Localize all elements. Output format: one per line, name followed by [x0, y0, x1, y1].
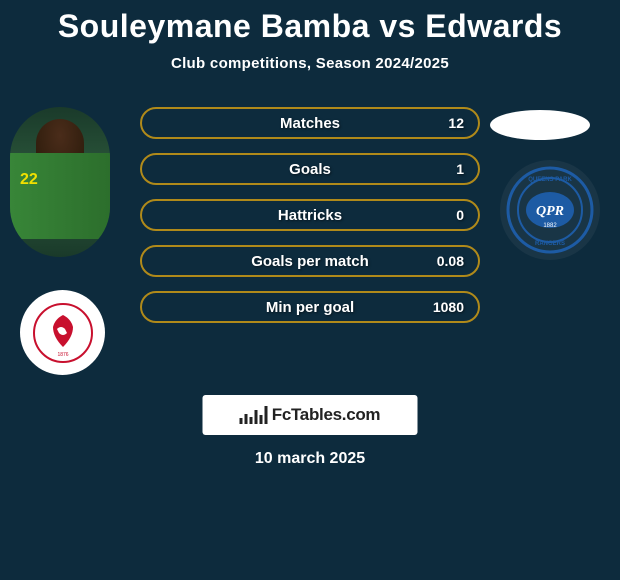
stat-value-right: 1080 — [433, 299, 464, 315]
svg-text:QPR: QPR — [536, 204, 564, 219]
player-left-avatar — [10, 107, 110, 257]
club-left-badge: 1876 — [20, 290, 105, 375]
fctables-logo: FcTables.com — [203, 395, 418, 435]
stat-value-right: 1 — [456, 161, 464, 177]
stat-label: Hattricks — [278, 207, 342, 224]
svg-text:1882: 1882 — [543, 223, 557, 229]
svg-text:RANGERS: RANGERS — [535, 241, 565, 247]
comparison-area: 1876 QUEENS PARK RANGERS QPR 1882 Matche… — [0, 107, 620, 407]
qpr-badge-icon: QUEENS PARK RANGERS QPR 1882 — [505, 165, 595, 255]
stat-label: Goals per match — [251, 253, 369, 270]
stat-value-right: 0 — [456, 207, 464, 223]
stat-label: Min per goal — [266, 299, 354, 316]
stats-table: Matches 12 Goals 1 Hattricks 0 Goals per match… — [140, 107, 480, 337]
middlesbrough-badge-icon: 1876 — [33, 303, 93, 363]
svg-text:1876: 1876 — [57, 352, 68, 358]
subtitle: Club competitions, Season 2024/2025 — [0, 55, 620, 72]
stat-row: Goals per match 0.08 — [140, 245, 480, 277]
stat-value-right: 0.08 — [437, 253, 464, 269]
page-title: Souleymane Bamba vs Edwards — [0, 0, 620, 45]
stat-row: Matches 12 — [140, 107, 480, 139]
player-right-avatar — [490, 110, 590, 140]
logo-text: FcTables.com — [272, 405, 381, 425]
date-label: 10 march 2025 — [0, 450, 620, 468]
club-right-badge: QUEENS PARK RANGERS QPR 1882 — [500, 160, 600, 260]
stat-label: Goals — [289, 161, 331, 178]
stat-label: Matches — [280, 115, 340, 132]
stat-row: Goals 1 — [140, 153, 480, 185]
stat-row: Min per goal 1080 — [140, 291, 480, 323]
logo-bars-icon — [240, 406, 268, 424]
stat-value-right: 12 — [448, 115, 464, 131]
svg-text:QUEENS PARK: QUEENS PARK — [528, 177, 572, 183]
stat-row: Hattricks 0 — [140, 199, 480, 231]
